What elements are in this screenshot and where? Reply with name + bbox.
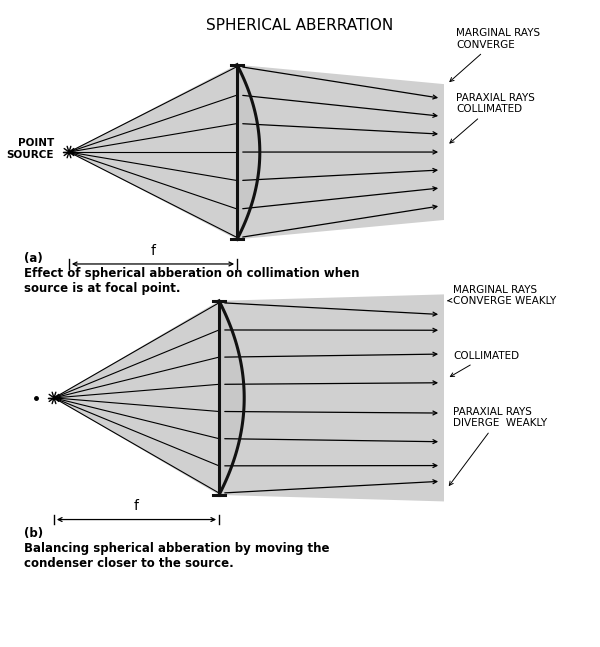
Text: COLLIMATED: COLLIMATED — [451, 351, 519, 377]
Text: MARGINAL RAYS
CONVERGE: MARGINAL RAYS CONVERGE — [450, 28, 540, 82]
Polygon shape — [237, 65, 260, 239]
Text: Effect of spherical abberation on collimation when
source is at focal point.: Effect of spherical abberation on collim… — [24, 267, 359, 294]
Text: SPHERICAL ABERRATION: SPHERICAL ABERRATION — [206, 18, 394, 33]
Text: (a): (a) — [24, 252, 43, 265]
Text: POINT
SOURCE: POINT SOURCE — [7, 138, 54, 160]
Text: Balancing spherical abberation by moving the
condenser closer to the source.: Balancing spherical abberation by moving… — [24, 542, 329, 569]
Polygon shape — [219, 301, 244, 495]
Polygon shape — [219, 294, 444, 501]
Text: f: f — [134, 499, 139, 513]
Polygon shape — [54, 301, 219, 495]
Text: f: f — [151, 243, 155, 258]
Polygon shape — [69, 65, 237, 239]
Text: PARAXIAL RAYS
COLLIMATED: PARAXIAL RAYS COLLIMATED — [450, 93, 535, 143]
Text: PARAXIAL RAYS
DIVERGE  WEAKLY: PARAXIAL RAYS DIVERGE WEAKLY — [449, 406, 547, 485]
Polygon shape — [237, 65, 444, 239]
Text: (b): (b) — [24, 527, 43, 540]
Text: MARGINAL RAYS
CONVERGE WEAKLY: MARGINAL RAYS CONVERGE WEAKLY — [448, 285, 556, 307]
